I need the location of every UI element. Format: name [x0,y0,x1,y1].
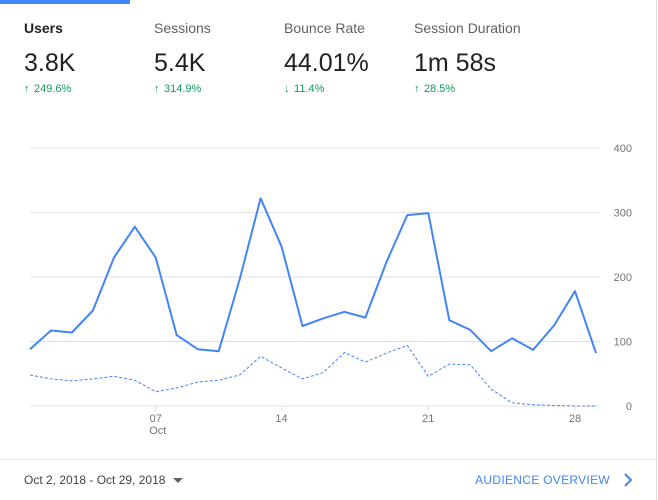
metric-change-value: 249.6% [34,83,72,95]
metric-label: Session Duration [414,20,521,36]
y-tick-label: 0 [626,401,632,413]
y-tick-label: 400 [614,143,632,155]
metric-change: ↑ 314.9% [154,82,279,96]
arrow-up-icon: ↑ [24,83,30,95]
x-tick-sublabel: Oct [149,425,166,437]
chevron-right-icon [624,473,633,487]
audience-overview-link[interactable]: AUDIENCE OVERVIEW [475,470,634,490]
metric-value: 44.01% [284,49,369,77]
line-chart: 0 100 200 300 400 07 Oct 14 21 28 [0,130,658,440]
x-tick-label: 14 [275,413,287,425]
metric-value: 1m 58s [414,49,496,77]
metric-label: Sessions [154,20,211,36]
metric-tab-sessions[interactable]: Sessions 5.4K ↑ 314.9% [154,18,279,96]
card-border [656,0,657,500]
series-line-previous-period [29,344,596,407]
metric-value: 5.4K [154,49,206,77]
arrow-down-icon: ↓ [284,83,290,95]
series-line-users [29,197,597,354]
metric-tabs: Users 3.8K ↑ 249.6% Sessions 5.4K ↑ 314.… [0,0,658,110]
footer-divider [0,459,656,460]
x-tick-label: 28 [569,413,581,425]
metric-tab-bounce-rate[interactable]: Bounce Rate 44.01% ↓ 11.4% [284,18,409,96]
metric-label: Users [24,20,63,36]
active-metric-indicator [0,0,130,4]
metric-change-value: 314.9% [164,83,202,95]
metric-value: 3.8K [24,49,76,77]
y-tick-label: 300 [614,208,632,220]
metric-change-value: 11.4% [294,83,325,95]
audience-overview-label: AUDIENCE OVERVIEW [475,473,610,487]
metric-change-value: 28.5% [424,83,456,95]
date-range-dropdown[interactable]: Oct 2, 2018 - Oct 29, 2018 [24,470,184,490]
y-tick-label: 200 [614,272,632,284]
y-tick-label: 100 [614,337,632,349]
metric-tab-session-duration[interactable]: Session Duration 1m 58s ↑ 28.5% [414,18,554,96]
arrow-up-icon: ↑ [154,83,160,95]
caret-down-icon [173,477,184,483]
metric-tab-users[interactable]: Users 3.8K ↑ 249.6% [24,18,149,96]
x-tick-label: 21 [422,413,434,425]
arrow-up-icon: ↑ [414,83,420,95]
metric-label: Bounce Rate [284,20,365,36]
metric-change: ↓ 11.4% [284,82,409,96]
metric-change: ↑ 249.6% [24,82,149,96]
date-range-label: Oct 2, 2018 - Oct 29, 2018 [24,473,166,487]
metric-change: ↑ 28.5% [414,82,554,96]
x-tick-label: 07 [150,413,162,425]
